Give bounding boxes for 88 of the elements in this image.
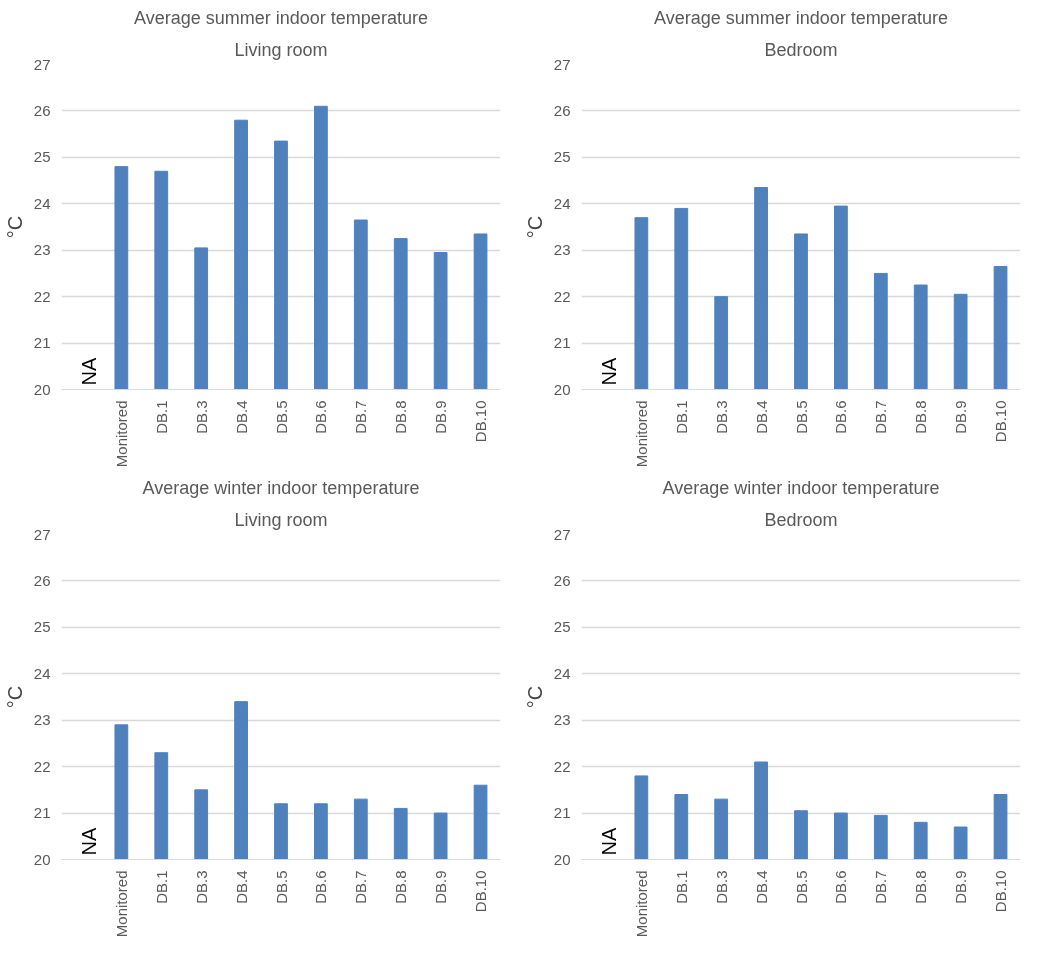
y-tick-label: 23 (553, 241, 571, 259)
y-tick-label: 24 (33, 664, 51, 682)
x-tick-label: DB.1 (152, 870, 170, 904)
annotation: NA (78, 357, 101, 386)
chart-title: Average winter indoor temperature (662, 477, 940, 498)
y-tick-label: 21 (33, 334, 51, 352)
x-tick-label: DB.7 (352, 870, 370, 904)
x-tick-label: Monitored (112, 870, 130, 938)
y-tick-label: 24 (553, 664, 571, 682)
y-axis-title: °C (3, 685, 26, 709)
chart-title: Average winter indoor temperature (142, 477, 420, 498)
x-tick-label: DB.4 (232, 400, 250, 434)
x-tick-label: DB.3 (192, 400, 210, 434)
y-tick-label: 27 (33, 525, 51, 543)
y-tick-label: 22 (553, 757, 571, 775)
x-tick-label: DB.3 (712, 870, 730, 904)
y-tick-label: 25 (553, 148, 571, 166)
y-tick-label: 23 (33, 241, 51, 259)
x-tick-label: DB.9 (952, 400, 970, 434)
chart-subtitle: Living room (234, 39, 328, 60)
x-tick-label: DB.4 (752, 400, 770, 434)
y-axis-title: °C (3, 215, 26, 239)
annotation: NA (598, 827, 621, 856)
y-tick-label: 25 (553, 618, 571, 636)
x-tick-label: DB.1 (672, 870, 690, 904)
x-tick-label: DB.10 (472, 400, 490, 443)
x-tick-label: DB.3 (712, 400, 730, 434)
x-tick-label: DB.1 (152, 400, 170, 434)
x-tick-label: DB.10 (992, 400, 1010, 443)
x-tick-label: DB.5 (272, 400, 290, 434)
y-tick-label: 21 (33, 804, 51, 822)
chart-title: Average summer indoor temperature (654, 7, 948, 28)
y-tick-label: 27 (33, 55, 51, 73)
y-axis-title: °C (523, 215, 546, 239)
chart-title: Average summer indoor temperature (134, 7, 428, 28)
x-tick-label: DB.10 (992, 870, 1010, 913)
x-tick-label: DB.4 (232, 870, 250, 904)
chart-subtitle: Bedroom (764, 39, 838, 60)
annotation: NA (598, 357, 621, 386)
y-tick-label: 23 (33, 711, 51, 729)
x-tick-label: Monitored (632, 870, 650, 938)
x-tick-label: DB.8 (912, 400, 930, 434)
x-tick-label: DB.6 (832, 400, 850, 434)
x-tick-label: DB.7 (352, 400, 370, 434)
x-tick-label: DB.3 (192, 870, 210, 904)
y-tick-label: 20 (553, 380, 571, 398)
x-tick-label: Monitored (112, 400, 130, 468)
x-tick-label: DB.8 (912, 870, 930, 904)
y-tick-label: 26 (33, 101, 51, 119)
y-tick-label: 26 (553, 101, 571, 119)
x-tick-label: DB.8 (392, 870, 410, 904)
y-tick-label: 27 (553, 55, 571, 73)
x-tick-label: DB.8 (392, 400, 410, 434)
x-tick-label: DB.10 (472, 870, 490, 913)
y-tick-label: 25 (33, 618, 51, 636)
x-tick-label: DB.6 (312, 400, 330, 434)
x-tick-label: DB.9 (432, 400, 450, 434)
x-tick-label: DB.6 (832, 870, 850, 904)
y-tick-label: 22 (553, 287, 571, 305)
x-tick-label: DB.7 (872, 400, 890, 434)
y-tick-label: 20 (33, 380, 51, 398)
y-tick-label: 21 (553, 804, 571, 822)
y-tick-label: 26 (553, 571, 571, 589)
y-tick-label: 20 (33, 850, 51, 868)
x-tick-label: DB.4 (752, 870, 770, 904)
x-tick-label: Monitored (632, 400, 650, 468)
y-tick-label: 22 (33, 757, 51, 775)
x-tick-label: DB.5 (792, 400, 810, 434)
x-tick-label: DB.7 (872, 870, 890, 904)
y-tick-label: 22 (33, 287, 51, 305)
y-tick-label: 23 (553, 711, 571, 729)
x-tick-label: DB.6 (312, 870, 330, 904)
chart-subtitle: Living room (234, 509, 328, 530)
y-tick-label: 24 (33, 194, 51, 212)
y-axis-title: °C (523, 685, 546, 709)
y-tick-label: 24 (553, 194, 571, 212)
y-tick-label: 27 (553, 525, 571, 543)
x-tick-label: DB.9 (432, 870, 450, 904)
y-tick-label: 25 (33, 148, 51, 166)
chart-subtitle: Bedroom (764, 509, 838, 530)
x-tick-label: DB.1 (672, 400, 690, 434)
x-tick-label: DB.9 (952, 870, 970, 904)
x-tick-label: DB.5 (272, 870, 290, 904)
y-tick-label: 20 (553, 850, 571, 868)
annotation: NA (78, 827, 101, 856)
x-tick-label: DB.5 (792, 870, 810, 904)
y-tick-label: 26 (33, 571, 51, 589)
y-tick-label: 21 (553, 334, 571, 352)
